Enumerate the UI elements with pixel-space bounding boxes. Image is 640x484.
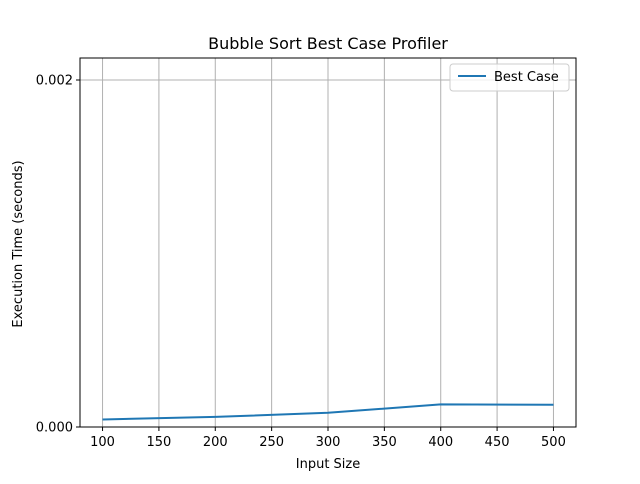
x-tick-label: 150 [146,435,171,450]
x-tick-label: 350 [372,435,397,450]
x-tick-label: 500 [541,435,566,450]
legend-label-best-case: Best Case [494,70,559,85]
series-lines [102,403,554,421]
legend: Best Case [449,63,570,92]
x-tick-label: 200 [203,435,228,450]
x-axis-ticks: 100 150 200 250 300 350 400 450 500 [90,427,566,450]
legend-box [449,63,570,92]
y-tick-label: 0.002 [36,74,73,89]
x-tick-label: 250 [259,435,284,450]
series-line-best-case [102,403,554,421]
y-tick-label: 0.000 [36,421,73,436]
y-axis-label: Execution Time (seconds) [11,160,26,327]
x-tick-label: 450 [485,435,510,450]
y-axis-ticks: 0.000 0.002 [36,74,80,436]
x-tick-label: 400 [428,435,453,450]
x-tick-label: 100 [90,435,115,450]
x-axis-label: Input Size [296,457,360,472]
x-tick-label: 300 [316,435,341,450]
chart-title: Bubble Sort Best Case Profiler [208,34,448,53]
